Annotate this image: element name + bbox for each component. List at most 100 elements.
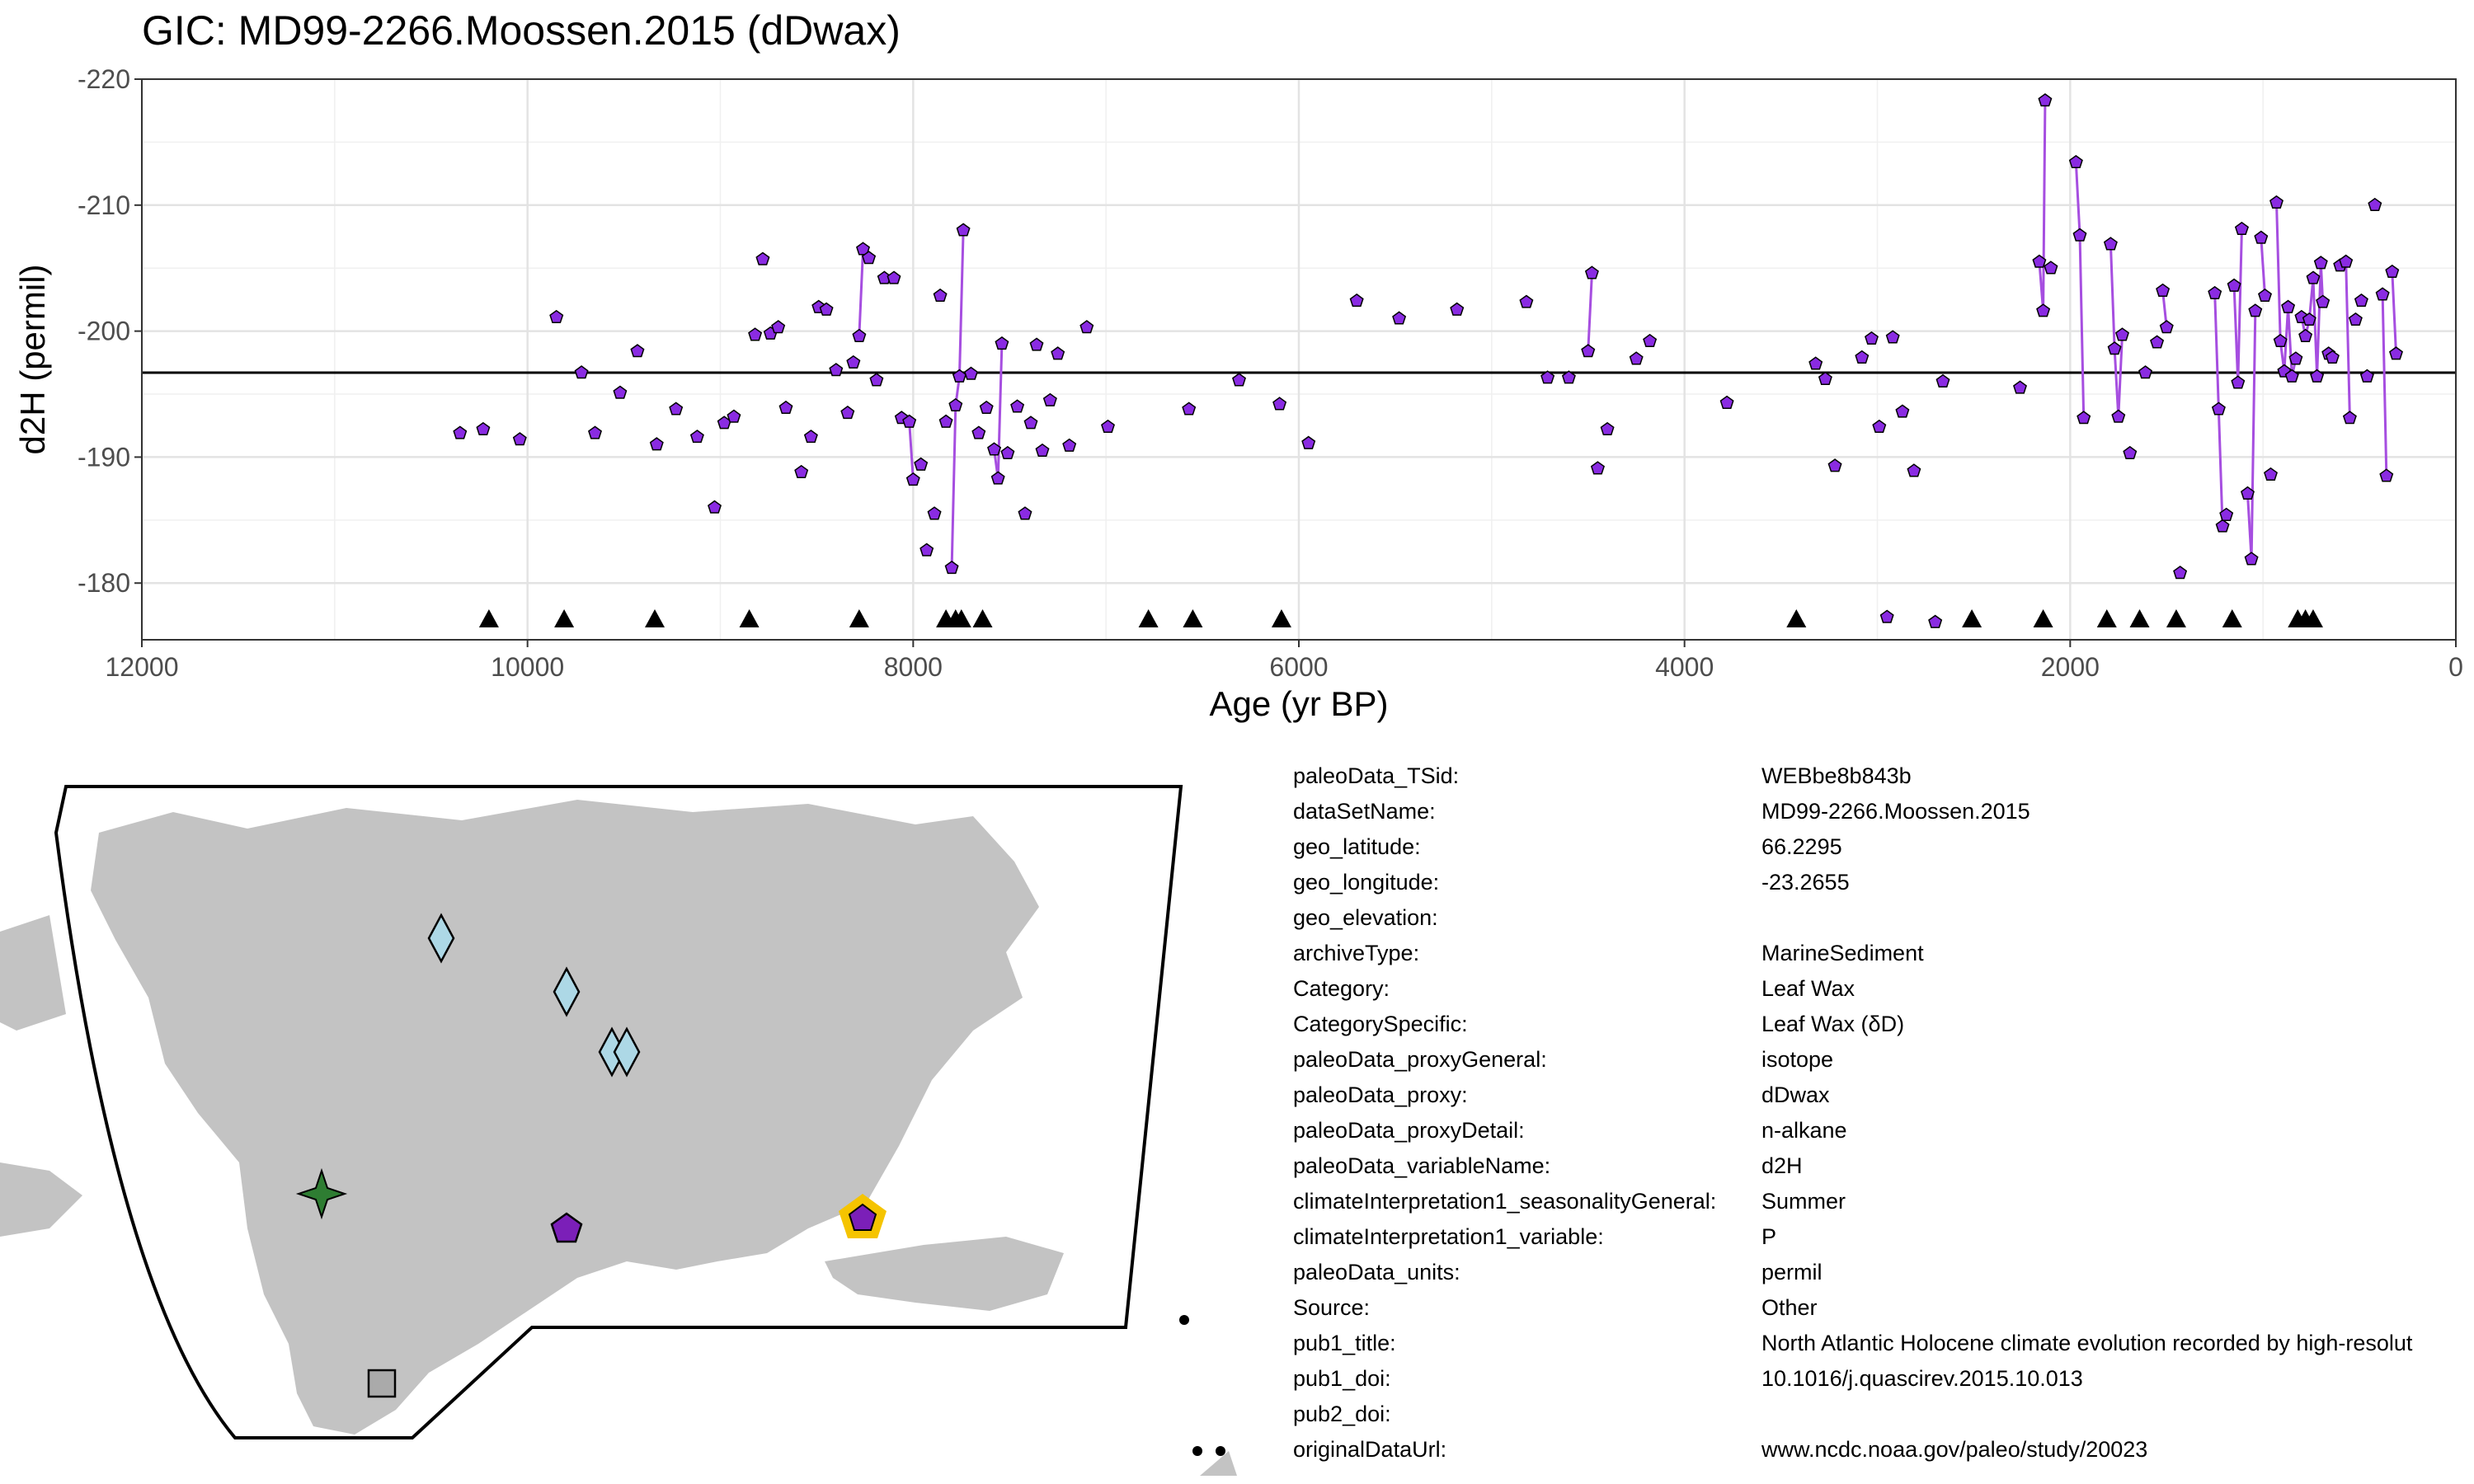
data-point	[2173, 566, 2188, 580]
data-point	[964, 366, 978, 380]
data-point	[887, 270, 901, 284]
age-control-marker	[2033, 609, 2053, 628]
data-point	[2264, 467, 2278, 481]
metadata-table: paleoData_TSid: WEBbe8b843b dataSetName: MD…	[1293, 762, 2474, 1484]
data-point	[1855, 350, 1870, 364]
data-point	[2115, 327, 2129, 341]
metadata-key: pub1_doi:	[1293, 1366, 1391, 1391]
data-point	[1629, 351, 1644, 365]
data-point	[1719, 395, 1734, 409]
y-axis-title: d2H (permil)	[13, 264, 52, 454]
data-point	[2038, 93, 2053, 107]
metadata-key: dataSetName:	[1293, 799, 1436, 824]
data-point	[846, 355, 861, 369]
metadata-key: pub2_doi:	[1293, 1402, 1391, 1426]
data-point	[2219, 507, 2234, 521]
data-point	[2150, 335, 2165, 349]
y-tick-label: -210	[78, 190, 130, 220]
data-segment	[2236, 228, 2243, 383]
data-point	[2389, 346, 2403, 360]
data-point	[948, 397, 963, 411]
data-point	[905, 472, 920, 486]
age-control-marker	[739, 609, 760, 628]
data-point	[2077, 411, 2091, 425]
metadata-key: geo_latitude:	[1293, 834, 1421, 859]
data-point	[2068, 154, 2083, 169]
data-point	[708, 500, 722, 514]
dot-marker	[1216, 1446, 1225, 1456]
data-point	[2156, 283, 2171, 297]
data-segment	[2275, 202, 2282, 341]
data-point	[2288, 351, 2303, 365]
data-point	[2281, 299, 2296, 313]
data-point	[2298, 328, 2313, 342]
y-ticks: -220 -210 -200 -190 -180	[78, 64, 142, 598]
data-segment	[2213, 293, 2220, 410]
data-point	[1349, 293, 1364, 308]
y-tick-label: -180	[78, 568, 130, 598]
data-point	[2368, 197, 2382, 212]
data-point	[1540, 370, 1555, 384]
data-point	[574, 365, 589, 379]
landmass-corner	[1200, 1451, 1237, 1476]
data-point	[1018, 506, 1032, 520]
metadata-value: MarineSediment	[1761, 941, 1924, 965]
data-point	[1895, 404, 1910, 418]
data-segment	[2287, 307, 2293, 377]
data-segment	[2042, 100, 2047, 312]
age-control-marker	[2129, 609, 2150, 628]
data-point	[2241, 486, 2255, 500]
data-point	[2313, 256, 2328, 270]
data-point	[1062, 438, 1077, 452]
data-point	[956, 223, 971, 237]
data-point	[2375, 287, 2390, 301]
metadata-value: dDwax	[1761, 1082, 1830, 1107]
data-point	[2107, 341, 2122, 355]
data-point	[1051, 346, 1065, 360]
data-point	[549, 309, 564, 324]
metadata-key: geo_elevation:	[1293, 905, 1438, 930]
data-point	[453, 425, 468, 439]
data-point	[819, 302, 834, 316]
data-segment	[2250, 311, 2257, 560]
data-point	[2348, 312, 2363, 326]
dot-marker	[1179, 1315, 1189, 1325]
data-point	[1010, 399, 1025, 413]
metadata-value: n-alkane	[1761, 1118, 1847, 1143]
data-point	[920, 542, 934, 556]
metadata-value: permil	[1761, 1260, 1823, 1284]
data-segment	[858, 249, 865, 336]
data-point	[2273, 333, 2288, 348]
data-point	[2248, 303, 2263, 317]
age-control-marker	[2302, 609, 2323, 628]
metadata-value: Leaf Wax (δD)	[1761, 1012, 1905, 1036]
data-point	[990, 471, 1005, 485]
data-point	[2227, 278, 2241, 292]
data-segment	[2381, 294, 2388, 477]
data-point	[2072, 228, 2087, 242]
x-ticks: 12000 10000 8000 6000 4000 2000 0	[106, 640, 2463, 682]
data-point	[1584, 265, 1599, 279]
metadata-value: Leaf Wax	[1761, 976, 1856, 1001]
data-point	[1035, 443, 1050, 458]
data-point	[1590, 461, 1605, 475]
data-point	[1232, 373, 1246, 387]
age-control-marker	[951, 609, 971, 628]
metadata-value: P	[1761, 1224, 1777, 1249]
data-point	[2316, 294, 2331, 308]
data-point	[829, 363, 844, 377]
x-axis-title: Age (yr BP)	[1209, 684, 1388, 723]
age-control-marker	[1183, 609, 1203, 628]
data-point	[2215, 519, 2230, 533]
data-point	[1935, 373, 1950, 387]
data-point	[1879, 609, 1894, 623]
data-point	[1600, 421, 1615, 436]
data-segment	[2345, 261, 2351, 419]
data-point	[2342, 411, 2357, 425]
metadata-key: paleoData_proxyDetail:	[1293, 1118, 1525, 1143]
data-point	[938, 414, 953, 428]
data-point	[1865, 331, 1879, 345]
age-control-marker	[849, 609, 869, 628]
data-point	[1808, 356, 1823, 370]
x-tick-label: 6000	[1269, 652, 1328, 682]
